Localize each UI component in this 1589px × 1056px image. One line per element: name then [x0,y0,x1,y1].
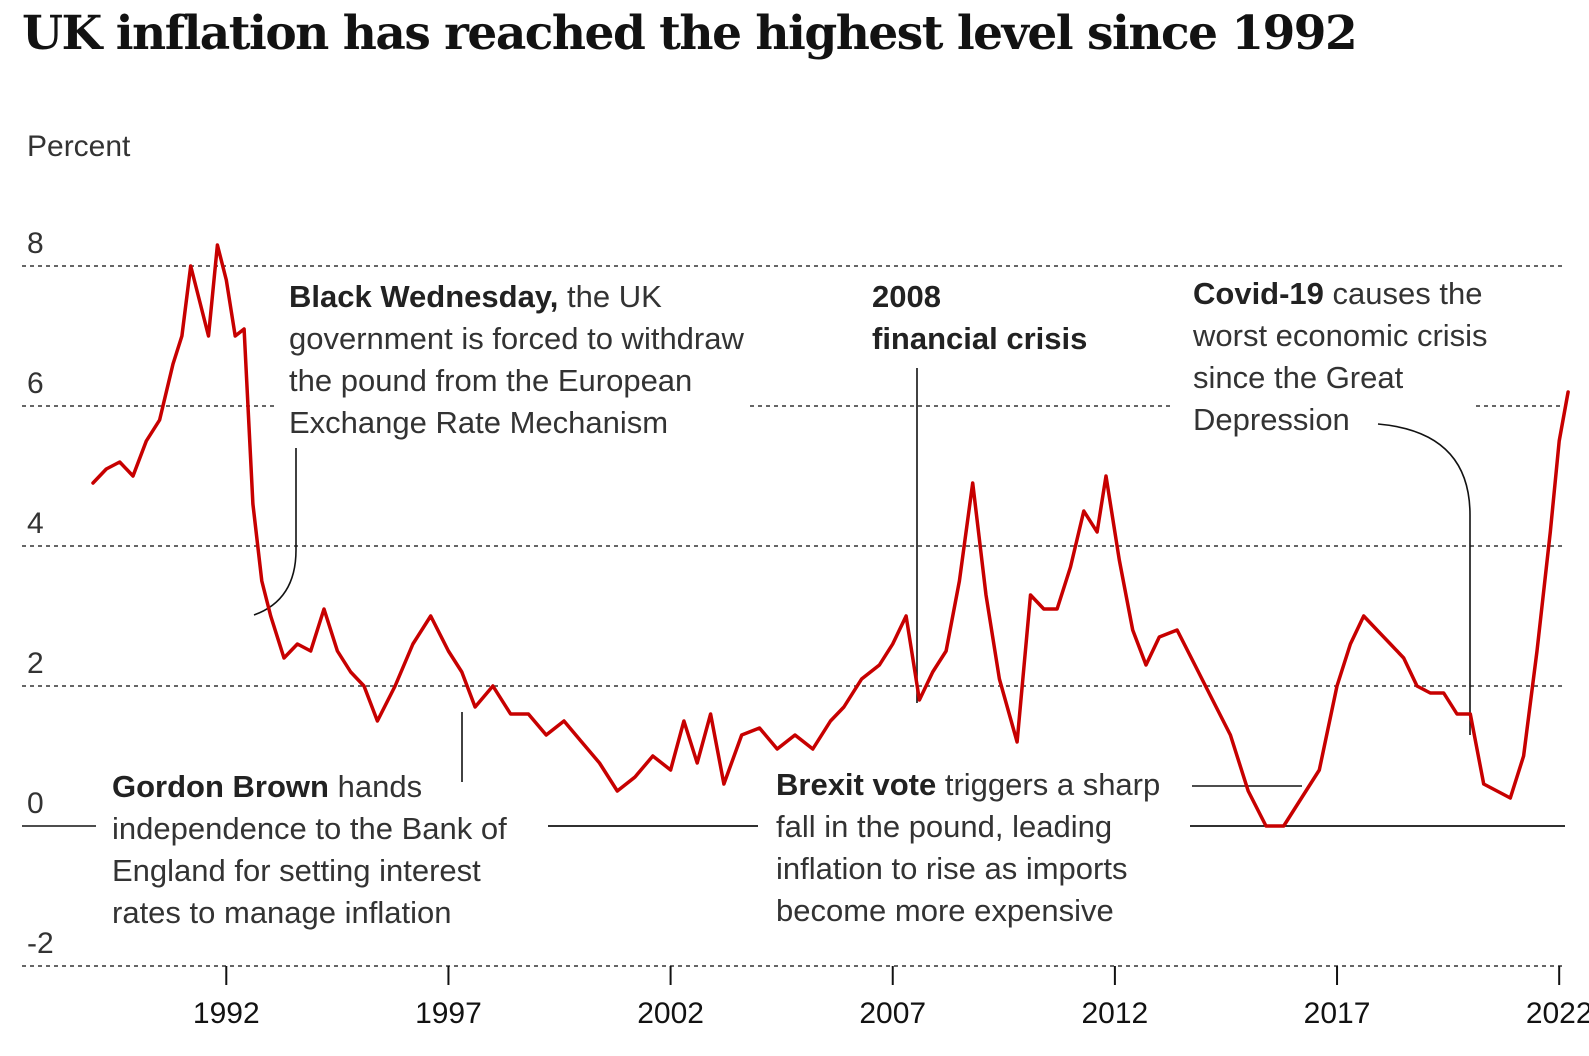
annotation-line: Depression [1193,402,1350,437]
covid-leader [1377,423,1471,735]
gridlines [22,265,1565,967]
y-axis-ticks: -2 0 2 4 6 8 [27,227,54,960]
x-tick-label: 2012 [1082,997,1149,1030]
annotation-financial-crisis: 2008 financial crisis [872,276,1087,360]
annotation-line: Exchange Rate Mechanism [289,405,669,440]
annotation-line: triggers a sharp [944,767,1161,802]
annotation-line: hands [337,769,423,804]
annotation-line: England for setting interest [112,853,481,888]
x-tick-label: 1992 [193,997,260,1030]
annotation-line: independence to the Bank of [112,811,507,846]
annotation-black-wednesday: Black Wednesday, the UK government is fo… [289,276,744,444]
chart-title: UK inflation has reached the highest lev… [22,6,1358,61]
annotation-line: fall in the pound, leading [776,809,1113,844]
x-tick-label: 2017 [1304,997,1371,1030]
x-tick-label: 2002 [637,997,704,1030]
annotation-line: the UK [566,279,662,314]
annotation-brexit: Brexit vote triggers a sharp fall in the… [776,764,1160,932]
annotation-line: the pound from the European [289,363,693,398]
annotation-line: worst economic crisis [1193,318,1488,353]
black-wednesday-leader [253,448,297,616]
annotation-line: government is forced to withdraw [289,321,744,356]
annotation-line: financial crisis [872,321,1088,356]
y-tick-label: 8 [27,227,44,260]
annotation-bold: Brexit vote [776,767,937,802]
annotation-bold: 2008 [872,279,941,314]
annotation-bold: Black Wednesday, [289,279,559,314]
annotation-line: causes the [1332,276,1483,311]
annotation-line: since the Great [1193,360,1404,395]
y-tick-label: 0 [27,787,44,820]
y-tick-label: -2 [27,927,54,960]
annotation-gordon-brown: Gordon Brown hands independence to the B… [112,766,507,934]
annotation-bold: Covid-19 [1193,276,1324,311]
annotation-covid: Covid-19 causes the worst economic crisi… [1193,273,1488,441]
x-tick-label: 1997 [415,997,482,1030]
y-axis-label: Percent [27,130,131,163]
x-tick-label: 2007 [859,997,926,1030]
annotation-line: rates to manage inflation [112,895,452,930]
annotation-leader-lines [253,368,1565,827]
x-axis: 1992 1997 2002 2007 2012 2017 2022 [193,966,1589,1030]
annotation-line: inflation to rise as imports [776,851,1128,886]
annotation-bold: Gordon Brown [112,769,329,804]
annotation-line: become more expensive [776,893,1114,928]
y-tick-label: 2 [27,647,44,680]
y-tick-label: 6 [27,367,44,400]
y-tick-label: 4 [27,507,44,540]
x-tick-label: 2022 [1526,997,1589,1030]
inflation-series-line [91,243,1570,828]
